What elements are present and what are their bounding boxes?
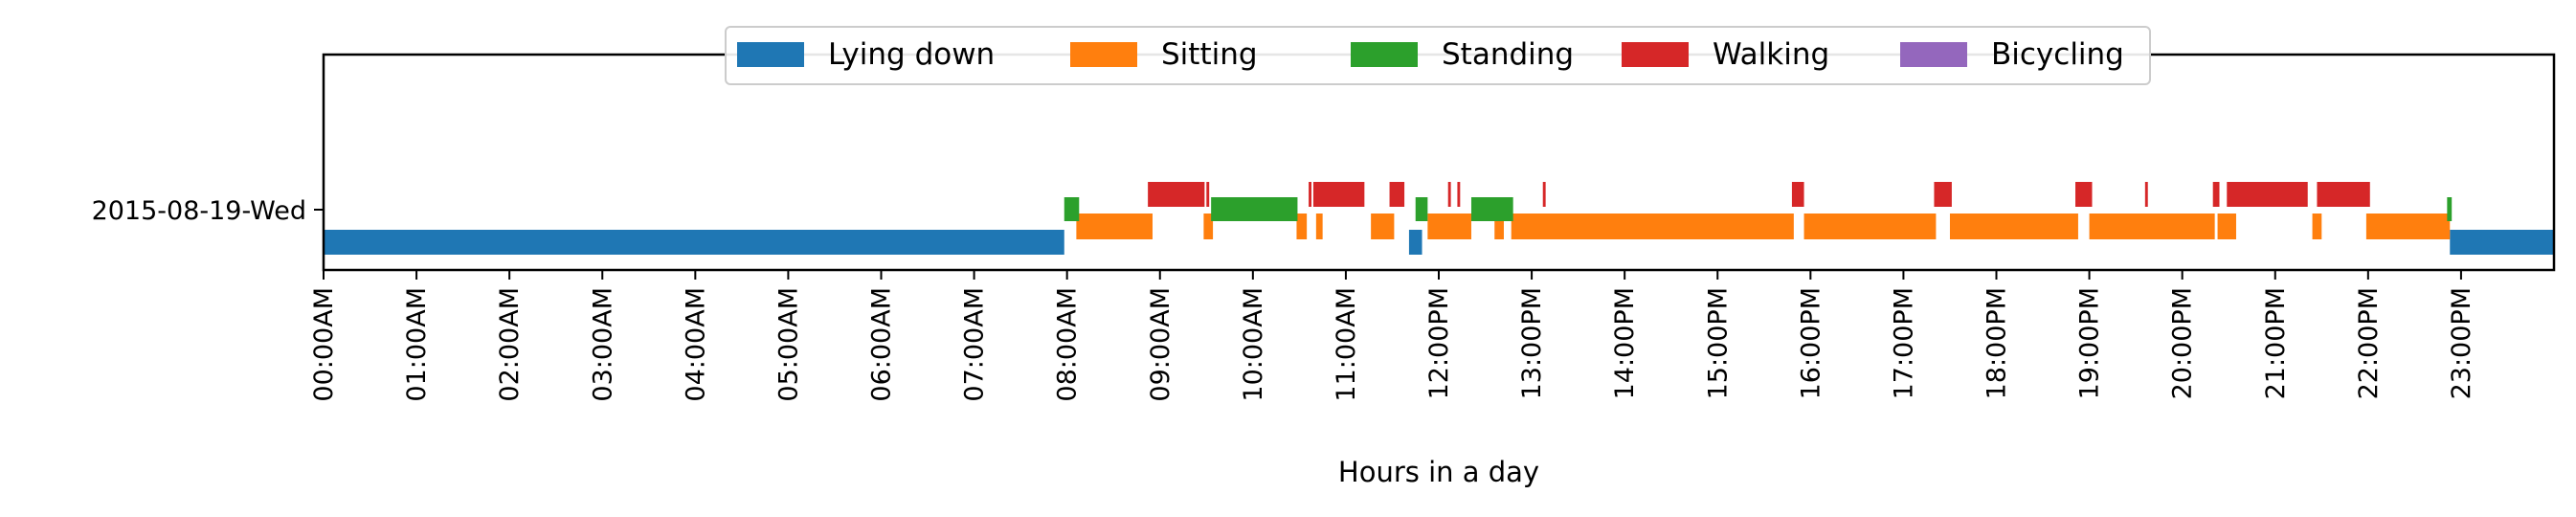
bar-standing-0 xyxy=(1064,197,1080,221)
bar-walking-11 xyxy=(2144,182,2148,207)
bar-walking-5 xyxy=(1447,182,1451,207)
x-tick-label: 12:00PM xyxy=(1424,287,1454,399)
legend-swatch-sitting xyxy=(1070,42,1137,67)
x-tick-label: 21:00PM xyxy=(2261,287,2291,399)
x-tick-label: 08:00AM xyxy=(1053,287,1083,402)
bar-walking-6 xyxy=(1457,182,1461,207)
x-tick-label: 23:00PM xyxy=(2447,287,2476,399)
x-tick-label: 06:00AM xyxy=(867,287,897,402)
x-tick-label: 20:00PM xyxy=(2168,287,2198,399)
bar-sitting-0 xyxy=(1076,214,1153,239)
bar-sitting-7 xyxy=(1511,214,1794,239)
x-tick-label: 17:00PM xyxy=(1889,287,1918,399)
bar-sitting-8 xyxy=(1803,214,1937,239)
x-tick-label: 01:00AM xyxy=(402,287,432,402)
bar-walking-0 xyxy=(1148,182,1205,207)
bar-walking-2 xyxy=(1309,182,1311,207)
x-axis: 00:00AM 01:00AM 02:00AM 03:00AM 04:00AM 05:00… xyxy=(309,270,2476,402)
legend-box xyxy=(725,26,2151,85)
bar-walking-10 xyxy=(2075,182,2093,207)
bar-walking-1 xyxy=(1206,182,1210,207)
bar-walking-13 xyxy=(2227,182,2308,207)
x-tick-label: 02:00AM xyxy=(495,287,525,402)
legend-swatch-bicycling xyxy=(1900,42,1967,67)
legend-label-walking: Walking xyxy=(1713,37,1829,72)
legend-swatch-walking xyxy=(1622,42,1689,67)
bar-lying-down-2 xyxy=(2450,230,2554,255)
bar-walking-14 xyxy=(2317,182,2370,207)
x-tick-label: 16:00PM xyxy=(1796,287,1826,399)
bar-sitting-10 xyxy=(2089,214,2215,239)
y-tick-label: 2015-08-19-Wed xyxy=(92,196,306,226)
y-axis: 2015-08-19-Wed xyxy=(92,196,324,226)
x-tick-label: 07:00AM xyxy=(960,287,990,402)
legend-swatch-lying-down xyxy=(737,42,804,67)
x-tick-label: 09:00AM xyxy=(1146,287,1176,402)
bar-walking-3 xyxy=(1312,182,1365,207)
x-tick-label: 03:00AM xyxy=(588,287,617,402)
x-tick-label: 18:00PM xyxy=(1982,287,2012,399)
bar-walking-8 xyxy=(1791,182,1804,207)
x-tick-label: 05:00AM xyxy=(773,287,803,402)
legend: Lying down Sitting Standing Walking Bicyclin… xyxy=(725,26,2151,85)
x-tick-label: 14:00PM xyxy=(1610,287,1640,399)
x-tick-label: 13:00PM xyxy=(1517,287,1547,399)
x-tick-label: 11:00AM xyxy=(1332,287,1361,402)
legend-label-sitting: Sitting xyxy=(1161,37,1258,72)
x-tick-label: 15:00PM xyxy=(1703,287,1733,399)
bar-sitting-5 xyxy=(1427,214,1471,239)
bar-sitting-9 xyxy=(1949,214,2078,239)
legend-swatch-standing xyxy=(1351,42,1418,67)
x-tick-label: 19:00PM xyxy=(2075,287,2105,399)
bar-sitting-3 xyxy=(1315,214,1323,239)
bar-standing-4 xyxy=(2447,197,2453,221)
bar-walking-7 xyxy=(1542,182,1546,207)
bar-sitting-4 xyxy=(1371,214,1395,239)
bar-sitting-11 xyxy=(2217,214,2236,239)
x-tick-label: 00:00AM xyxy=(309,287,339,402)
bar-standing-1 xyxy=(1211,197,1298,221)
legend-label-standing: Standing xyxy=(1442,37,1574,72)
bar-lying-down-1 xyxy=(1408,230,1422,255)
x-axis-label: Hours in a day xyxy=(1338,456,1539,488)
x-tick-label: 22:00PM xyxy=(2354,287,2384,399)
bar-walking-9 xyxy=(1934,182,1952,207)
bar-sitting-1 xyxy=(1203,214,1214,239)
bar-walking-4 xyxy=(1389,182,1405,207)
bar-sitting-12 xyxy=(2312,214,2322,239)
bar-sitting-2 xyxy=(1296,214,1308,239)
x-tick-label: 04:00AM xyxy=(681,287,710,402)
legend-label-lying-down: Lying down xyxy=(828,37,995,72)
bar-standing-2 xyxy=(1415,197,1428,221)
bar-sitting-6 xyxy=(1494,214,1504,239)
bar-standing-3 xyxy=(1470,197,1513,221)
legend-label-bicycling: Bicycling xyxy=(1991,37,2124,72)
x-tick-label: 10:00AM xyxy=(1239,287,1268,402)
activity-bars xyxy=(324,182,2554,255)
bar-walking-12 xyxy=(2212,182,2220,207)
bar-sitting-13 xyxy=(2365,214,2451,239)
bar-lying-down-0 xyxy=(324,230,1064,255)
